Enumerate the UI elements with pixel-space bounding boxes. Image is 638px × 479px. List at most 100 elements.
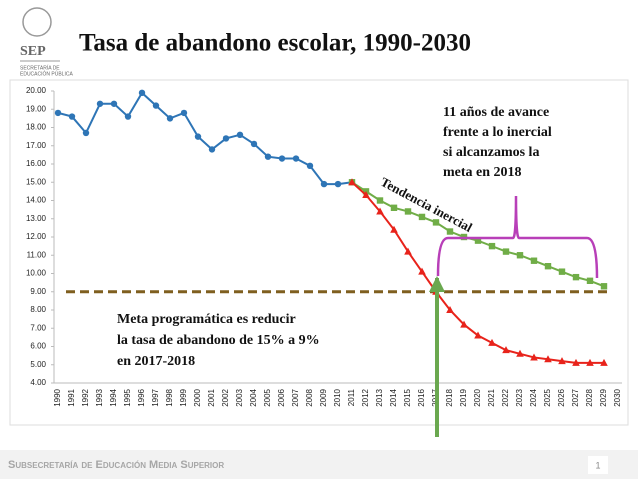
x-tick-label: 2000	[193, 388, 202, 406]
point	[446, 306, 454, 313]
y-tick-label: 14.00	[26, 196, 47, 205]
point	[320, 180, 328, 188]
x-tick-label: 2024	[529, 388, 538, 406]
x-tick-label: 1994	[109, 388, 118, 406]
x-tick-label: 2014	[389, 388, 398, 406]
point	[194, 133, 202, 140]
page-box	[588, 456, 608, 474]
point	[530, 257, 538, 264]
x-tick-label: 2011	[347, 388, 356, 406]
point	[586, 277, 594, 284]
point	[404, 208, 412, 215]
footer-text: Subsecretaría de Educación Media Superio…	[8, 459, 224, 471]
y-tick-label: 13.00	[26, 214, 47, 223]
arrow-head	[429, 276, 445, 292]
point	[432, 219, 440, 226]
x-tick-label: 2026	[557, 388, 566, 406]
x-tick-label: 2003	[235, 388, 244, 406]
point	[166, 115, 174, 122]
x-tick-label: 2025	[543, 388, 552, 406]
point	[236, 131, 244, 138]
point	[222, 135, 230, 142]
x-tick-label: 2015	[403, 388, 412, 406]
x-tick-label: 1991	[67, 388, 76, 406]
point	[530, 353, 538, 361]
annotation: Meta programática es reducir	[117, 312, 296, 327]
point	[558, 357, 566, 365]
point	[82, 129, 90, 137]
x-tick-label: 2008	[305, 388, 314, 406]
point	[278, 155, 286, 162]
x-tick-label: 2019	[459, 388, 468, 406]
point	[502, 346, 510, 354]
page-number: 1	[595, 460, 600, 470]
logo-name: SEP	[20, 44, 46, 59]
x-tick-label: 2010	[333, 388, 342, 406]
annotation: la tasa de abandono de 15% a 9%	[117, 333, 320, 348]
y-tick-label: 9.00	[30, 287, 46, 296]
x-tick-label: 2001	[207, 388, 216, 406]
point	[54, 109, 62, 117]
point	[404, 247, 412, 255]
y-tick-label: 15.00	[26, 177, 47, 186]
point	[558, 268, 566, 275]
x-tick-label: 2022	[501, 388, 510, 406]
y-tick-label: 17.00	[26, 141, 47, 150]
x-tick-label: 2021	[487, 388, 496, 406]
y-tick-label: 16.00	[26, 159, 47, 168]
y-tick-label: 12.00	[26, 232, 47, 241]
logo: SEP SECRETARÍA DE EDUCACIÓN PÚBLICA	[20, 7, 73, 77]
x-tick-label: 2005	[263, 388, 272, 406]
point	[264, 153, 272, 160]
point	[362, 191, 370, 199]
x-tick-label: 1996	[137, 388, 146, 406]
x-tick-label: 2006	[277, 388, 286, 406]
point	[474, 331, 482, 339]
x-tick-label: 1997	[151, 388, 160, 406]
y-tick-label: 20.00	[26, 86, 47, 95]
x-tick-label: 1995	[123, 388, 132, 406]
point	[68, 113, 76, 120]
bracket	[436, 195, 599, 279]
series-line	[57, 91, 353, 186]
y-tick-label: 19.00	[26, 104, 47, 113]
annotation: frente a lo inercial	[443, 125, 552, 140]
x-tick-label: 1992	[81, 388, 90, 406]
x-tick-label: 2018	[445, 388, 454, 406]
x-tick-label: 2020	[473, 388, 482, 406]
point	[600, 358, 608, 366]
point	[348, 178, 356, 186]
point	[334, 180, 342, 188]
x-tick-label: 1990	[53, 388, 62, 406]
point	[516, 252, 524, 259]
point	[488, 242, 496, 250]
annotation: 11 años de avance	[443, 105, 549, 120]
annotation: meta en 2018	[443, 165, 522, 180]
y-tick-label: 18.00	[26, 123, 47, 132]
footer-bar	[0, 450, 638, 479]
point	[488, 338, 496, 346]
x-tick-label: 1993	[95, 388, 104, 406]
x-tick-label: 1998	[165, 388, 174, 406]
x-tick-label: 2029	[599, 388, 608, 406]
point	[180, 109, 188, 117]
y-tick-label: 4.00	[30, 378, 46, 387]
point	[600, 283, 608, 290]
x-tick-label: 1999	[179, 388, 188, 406]
y-tick-label: 5.00	[30, 360, 46, 369]
x-tick-label: 2004	[249, 388, 258, 406]
point	[516, 349, 524, 357]
plot: 4.00 5.00 6.00 7.00 8.00 9.00 10.00 11.00 12.00 1…	[26, 86, 622, 407]
x-tick-label: 2012	[361, 388, 370, 406]
point	[306, 162, 314, 170]
point	[208, 146, 216, 153]
y-tick-label: 11.00	[27, 250, 47, 259]
goal-box	[112, 307, 420, 375]
point	[460, 320, 468, 328]
point	[544, 263, 552, 270]
point	[250, 140, 258, 148]
x-tick-label: 2030	[613, 388, 622, 406]
point	[572, 358, 580, 366]
x-tick-label: 2002	[221, 388, 230, 406]
